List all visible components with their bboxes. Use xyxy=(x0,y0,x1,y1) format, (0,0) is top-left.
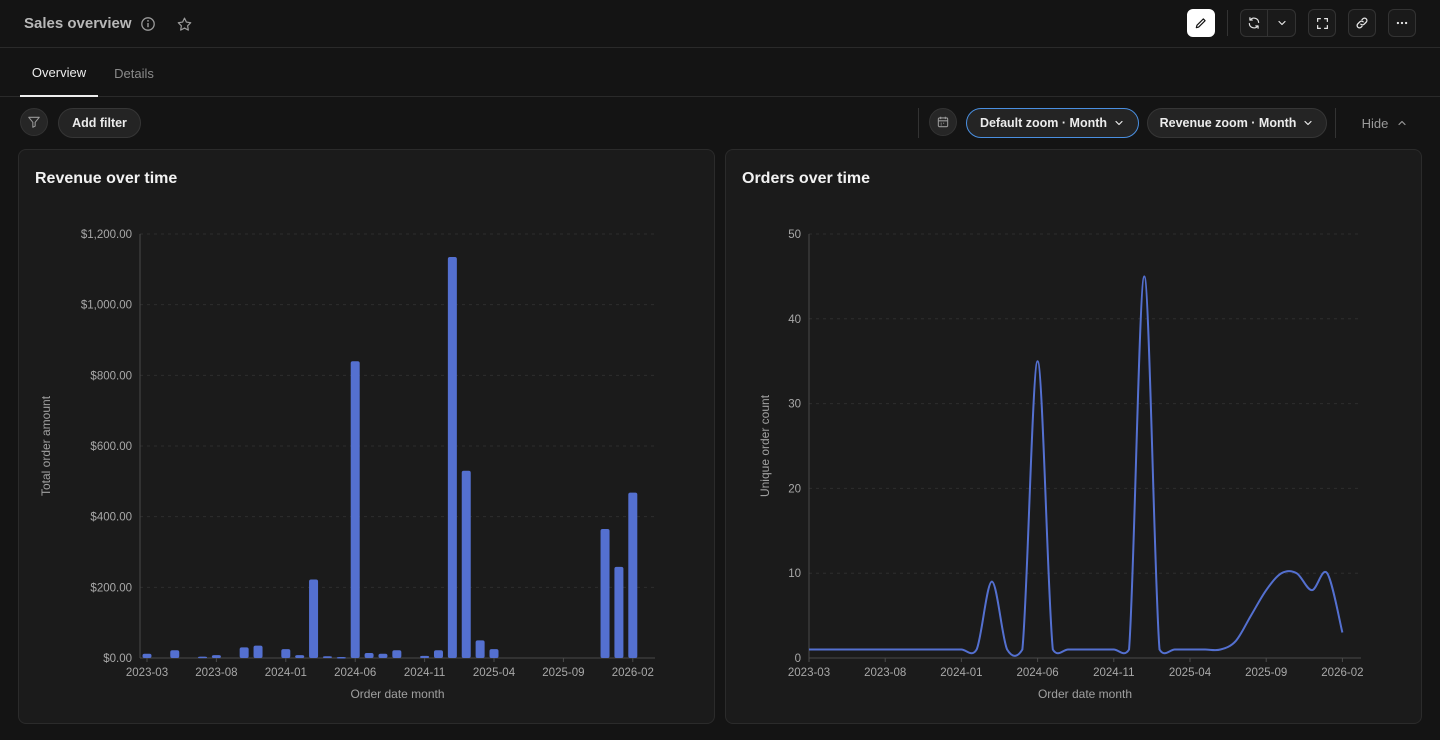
revenue-bar xyxy=(295,655,305,658)
edit-button[interactable] xyxy=(1187,9,1215,37)
revenue-bar xyxy=(350,361,360,658)
filter-divider xyxy=(918,108,919,138)
x-tick-label: 2024-06 xyxy=(334,667,376,679)
star-icon[interactable] xyxy=(173,13,195,35)
tab-bar: Overview Details xyxy=(0,49,1440,97)
revenue-chart-title: Revenue over time xyxy=(35,170,178,187)
fullscreen-button[interactable] xyxy=(1308,9,1336,37)
x-tick-label: 2025-09 xyxy=(542,667,584,679)
revenue-chart-card: Revenue over time $0.00 $200.00 $400.00 $60… xyxy=(18,149,715,724)
orders-chart-title: Orders over time xyxy=(742,170,871,187)
refresh-icon[interactable] xyxy=(1241,10,1269,36)
orders-chart-card: Orders over time 0 10 20 30 40 50 Order date m… xyxy=(725,149,1422,724)
revenue-bar xyxy=(392,650,402,658)
revenue-bar xyxy=(628,492,638,658)
link-icon xyxy=(1355,16,1369,30)
x-tick-label: 2023-08 xyxy=(195,667,237,679)
revenue-bar xyxy=(475,640,485,658)
revenue-bar xyxy=(447,256,457,658)
revenue-bar xyxy=(489,649,499,658)
pencil-icon xyxy=(1194,16,1208,30)
y-tick-label: $0.00 xyxy=(103,653,132,665)
x-tick-label: 2024-11 xyxy=(1093,667,1134,679)
top-bar: Sales overview xyxy=(0,0,1440,48)
x-tick-label: 2023-03 xyxy=(788,667,830,679)
x-tick-label: 2024-01 xyxy=(265,667,307,679)
chevron-down-icon[interactable] xyxy=(1268,10,1295,36)
more-button[interactable] xyxy=(1388,9,1416,37)
orders-series-line xyxy=(809,275,1344,657)
y-tick-label: $1,200.00 xyxy=(81,229,132,241)
y-tick-label: 10 xyxy=(788,568,801,580)
revenue-bar xyxy=(378,653,388,658)
revenue-bar xyxy=(309,579,319,658)
copy-link-button[interactable] xyxy=(1348,9,1376,37)
y-tick-label: 30 xyxy=(788,399,801,411)
revenue-bar xyxy=(170,650,180,658)
y-axis-title: Total order amount xyxy=(39,395,53,496)
orders-line-chart: 0 10 20 30 40 50 Order date month Unique order … xyxy=(758,229,1364,701)
add-filter-button[interactable]: Add filter xyxy=(58,108,141,138)
page-title: Sales overview xyxy=(24,15,132,32)
revenue-bar xyxy=(461,470,471,658)
x-axis-title: Order date month xyxy=(350,687,444,701)
revenue-bar xyxy=(364,653,374,658)
y-tick-label: $1,000.00 xyxy=(81,300,132,312)
revenue-bar-chart: $0.00 $200.00 $400.00 $600.00 $800.00 $1,000.… xyxy=(39,229,655,701)
revenue-bar xyxy=(600,529,610,658)
revenue-bar xyxy=(433,650,443,658)
y-axis-title: Unique order count xyxy=(758,394,772,497)
x-tick-label: 2025-09 xyxy=(1245,667,1287,679)
chevron-up-icon xyxy=(1396,117,1408,129)
chevron-down-icon xyxy=(1302,117,1314,129)
y-tick-label: 50 xyxy=(788,229,801,241)
revenue-bar xyxy=(239,647,249,658)
x-tick-label: 2023-03 xyxy=(126,667,168,679)
y-tick-label: $600.00 xyxy=(90,441,132,453)
chevron-down-icon xyxy=(1113,117,1125,129)
revenue-bar xyxy=(322,656,332,658)
x-tick-label: 2026-02 xyxy=(612,667,654,679)
y-tick-label: 20 xyxy=(788,483,801,495)
revenue-zoom-label: Revenue zoom · Month xyxy=(1159,116,1297,130)
fullscreen-icon xyxy=(1316,17,1329,30)
more-icon xyxy=(1395,16,1409,30)
x-tick-label: 2025-04 xyxy=(473,667,516,679)
hide-divider xyxy=(1335,108,1336,138)
hide-button[interactable]: Hide xyxy=(1350,108,1420,138)
x-tick-label: 2023-08 xyxy=(864,667,906,679)
x-axis-title: Order date month xyxy=(1038,687,1132,701)
x-tick-label: 2026-02 xyxy=(1321,667,1363,679)
tab-details[interactable]: Details xyxy=(114,65,154,81)
y-tick-label: $800.00 xyxy=(90,370,132,382)
toolbar-divider xyxy=(1227,10,1228,36)
x-tick-label: 2024-06 xyxy=(1016,667,1058,679)
refresh-button-group xyxy=(1240,9,1296,37)
revenue-bar xyxy=(614,566,624,658)
x-tick-label: 2024-11 xyxy=(404,667,445,679)
calendar-icon[interactable] xyxy=(929,108,957,136)
revenue-bar xyxy=(336,656,346,659)
revenue-bar xyxy=(211,655,221,658)
filter-icon[interactable] xyxy=(20,108,48,136)
tab-overview[interactable]: Overview xyxy=(20,49,98,97)
y-tick-label: 0 xyxy=(795,653,801,665)
revenue-bar xyxy=(281,649,291,658)
revenue-bar xyxy=(142,653,152,658)
revenue-bar xyxy=(198,656,208,659)
y-tick-label: $400.00 xyxy=(90,512,132,524)
x-tick-label: 2025-04 xyxy=(1169,667,1212,679)
revenue-bar xyxy=(253,645,263,658)
hide-label: Hide xyxy=(1361,115,1389,131)
default-zoom-label: Default zoom · Month xyxy=(979,116,1108,130)
y-tick-label: $200.00 xyxy=(90,582,132,594)
y-tick-label: 40 xyxy=(788,314,801,326)
revenue-bar xyxy=(420,655,430,658)
default-zoom-select[interactable]: Default zoom · Month xyxy=(966,108,1139,138)
info-icon[interactable] xyxy=(137,13,159,35)
revenue-zoom-select[interactable]: Revenue zoom · Month xyxy=(1147,108,1327,138)
x-tick-label: 2024-01 xyxy=(940,667,982,679)
